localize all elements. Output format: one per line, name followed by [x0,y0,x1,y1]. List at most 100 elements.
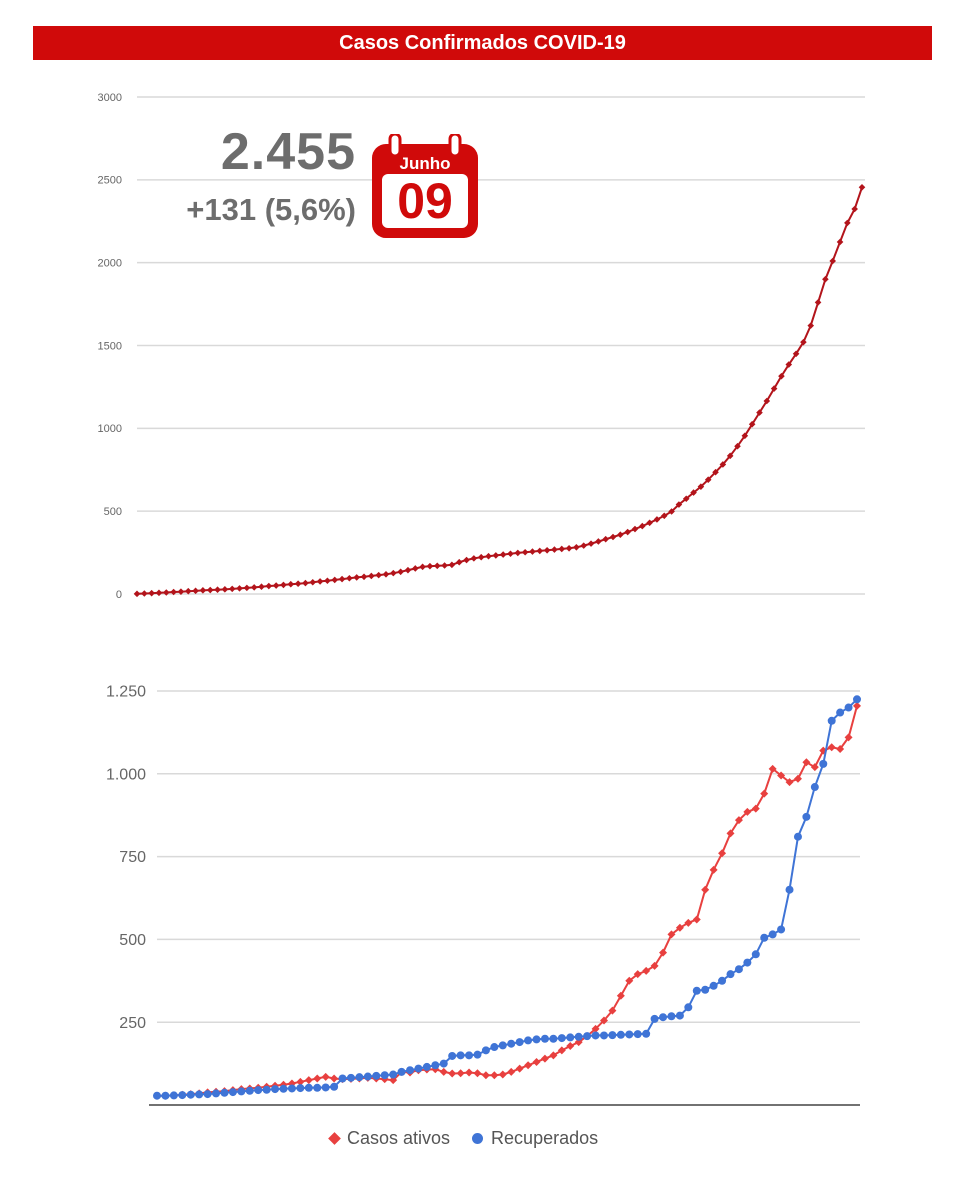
active-recovered-chart-point [591,1031,600,1040]
active-recovered-chart-point [422,1062,431,1071]
confirmed-chart-point [309,578,317,586]
active-recovered-chart-y-tick-label: 1.250 [106,684,146,701]
active-recovered-chart-point [819,759,828,768]
active-recovered-chart-point [836,744,845,753]
active-recovered-chart-point [768,930,777,939]
active-recovered-chart-point [675,923,684,932]
confirmed-chart-point [595,538,602,545]
active-recovered-chart-point [616,1030,625,1039]
confirmed-chart-point [397,568,404,576]
active-recovered-chart-point [473,1069,482,1078]
active-recovered-chart-point [397,1067,406,1076]
active-recovered-chart-point [751,804,760,813]
active-recovered-chart-point [481,1071,490,1080]
active-recovered-chart-point [785,885,794,894]
active-recovered-chart-point [540,1034,549,1043]
active-recovered-chart-point [549,1051,558,1060]
confirmed-chart-point [375,571,382,579]
confirmed-chart-point [807,322,815,329]
active-recovered-chart-point [279,1084,288,1093]
active-recovered-chart-y-tick-label: 750 [119,849,146,866]
active-recovered-chart-point [591,1024,600,1033]
confirmed-chart-point [404,566,412,574]
active-recovered-chart-point [313,1083,322,1092]
active-recovered-chart-point [524,1061,533,1070]
confirmed-chart-point [258,583,265,591]
active-recovered-chart-point [338,1074,347,1083]
confirmed-chart-point [565,544,573,552]
confirmed-chart-point [580,542,588,549]
confirmed-chart-point [331,576,339,584]
confirmed-chart-point [302,579,309,587]
confirmed-chart-point [617,531,624,538]
active-recovered-chart-point [844,733,853,742]
active-recovered-chart-point [827,743,836,752]
active-recovered-chart-series-line-2 [157,698,858,1097]
confirmed-chart-point [382,570,390,578]
active-recovered-chart-point [439,1067,448,1076]
active-recovered-chart-point [608,1031,617,1040]
confirmed-chart-point [294,580,302,588]
active-recovered-chart-point [186,1090,195,1099]
confirmed-chart-point [792,350,800,358]
active-recovered-chart-point [321,1072,330,1081]
active-recovered-chart-point [540,1054,549,1063]
active-recovered-chart-point [304,1076,313,1085]
confirmed-chart-point [800,338,807,346]
active-recovered-chart-point [583,1032,592,1041]
legend-item-recovered: Recuperados [472,1128,598,1149]
confirmed-chart-point [316,578,324,585]
confirmed-chart-point [441,562,448,569]
legend-item-active: Casos ativos [328,1128,450,1149]
active-recovered-chart-point [684,918,693,927]
active-recovered-chart-y-tick-label: 500 [119,932,146,949]
active-recovered-chart-point [709,865,718,874]
active-recovered-chart-point [793,832,802,841]
active-recovered-chart-point [844,703,853,712]
confirmed-chart-point [609,533,617,541]
active-recovered-chart-point [557,1046,566,1055]
active-recovered-chart-point [169,1091,178,1100]
confirmed-chart-point [243,584,251,592]
circle-marker-icon [472,1133,484,1144]
active-recovered-chart-point [650,1014,659,1023]
confirmed-chart-point [785,361,793,368]
active-recovered-chart-point [599,1031,608,1040]
active-recovered-chart-point [659,1013,668,1022]
confirmed-chart-point [265,582,273,590]
active-recovered-chart-point [313,1074,322,1083]
confirmed-chart-point [353,574,360,581]
active-recovered-chart-point [566,1042,575,1051]
active-recovered-chart-point [557,1034,566,1043]
active-recovered-chart-point [515,1064,524,1073]
active-recovered-chart-point [709,981,718,990]
confirmed-chart-point [573,543,580,551]
confirmed-chart-point [844,219,851,227]
active-recovered-chart-point [254,1086,263,1095]
active-recovered-chart-point [507,1039,516,1048]
confirmed-chart-y-tick-label: 2000 [98,258,122,270]
active-recovered-chart-point [785,778,794,787]
confirmed-chart-point [346,574,353,582]
confirmed-chart-point [558,545,566,553]
confirmed-chart-point [485,552,492,560]
confirmed-chart-point [770,385,778,392]
daily-increase: +131 (5,6%) [186,192,356,227]
calendar-month: Junho [399,154,451,173]
confirmed-chart-point [155,589,163,597]
confirmed-chart-point [858,183,866,191]
confirmed-chart-point [368,572,375,580]
active-recovered-chart-point [330,1074,339,1083]
total-cases-count: 2.455 [220,123,356,181]
confirmed-chart-point [199,587,207,594]
active-recovered-chart-point [642,1029,651,1038]
active-recovered-chart-point [346,1073,355,1082]
confirmed-chart-point [741,432,749,440]
active-recovered-chart-point [515,1038,524,1047]
active-recovered-chart-point [827,716,836,725]
confirmed-chart-point [148,589,155,597]
active-recovered-chart-point [743,958,752,967]
confirmed-chart-point [214,586,221,593]
confirmed-chart-point [529,548,536,555]
confirmed-chart-point [250,584,258,591]
